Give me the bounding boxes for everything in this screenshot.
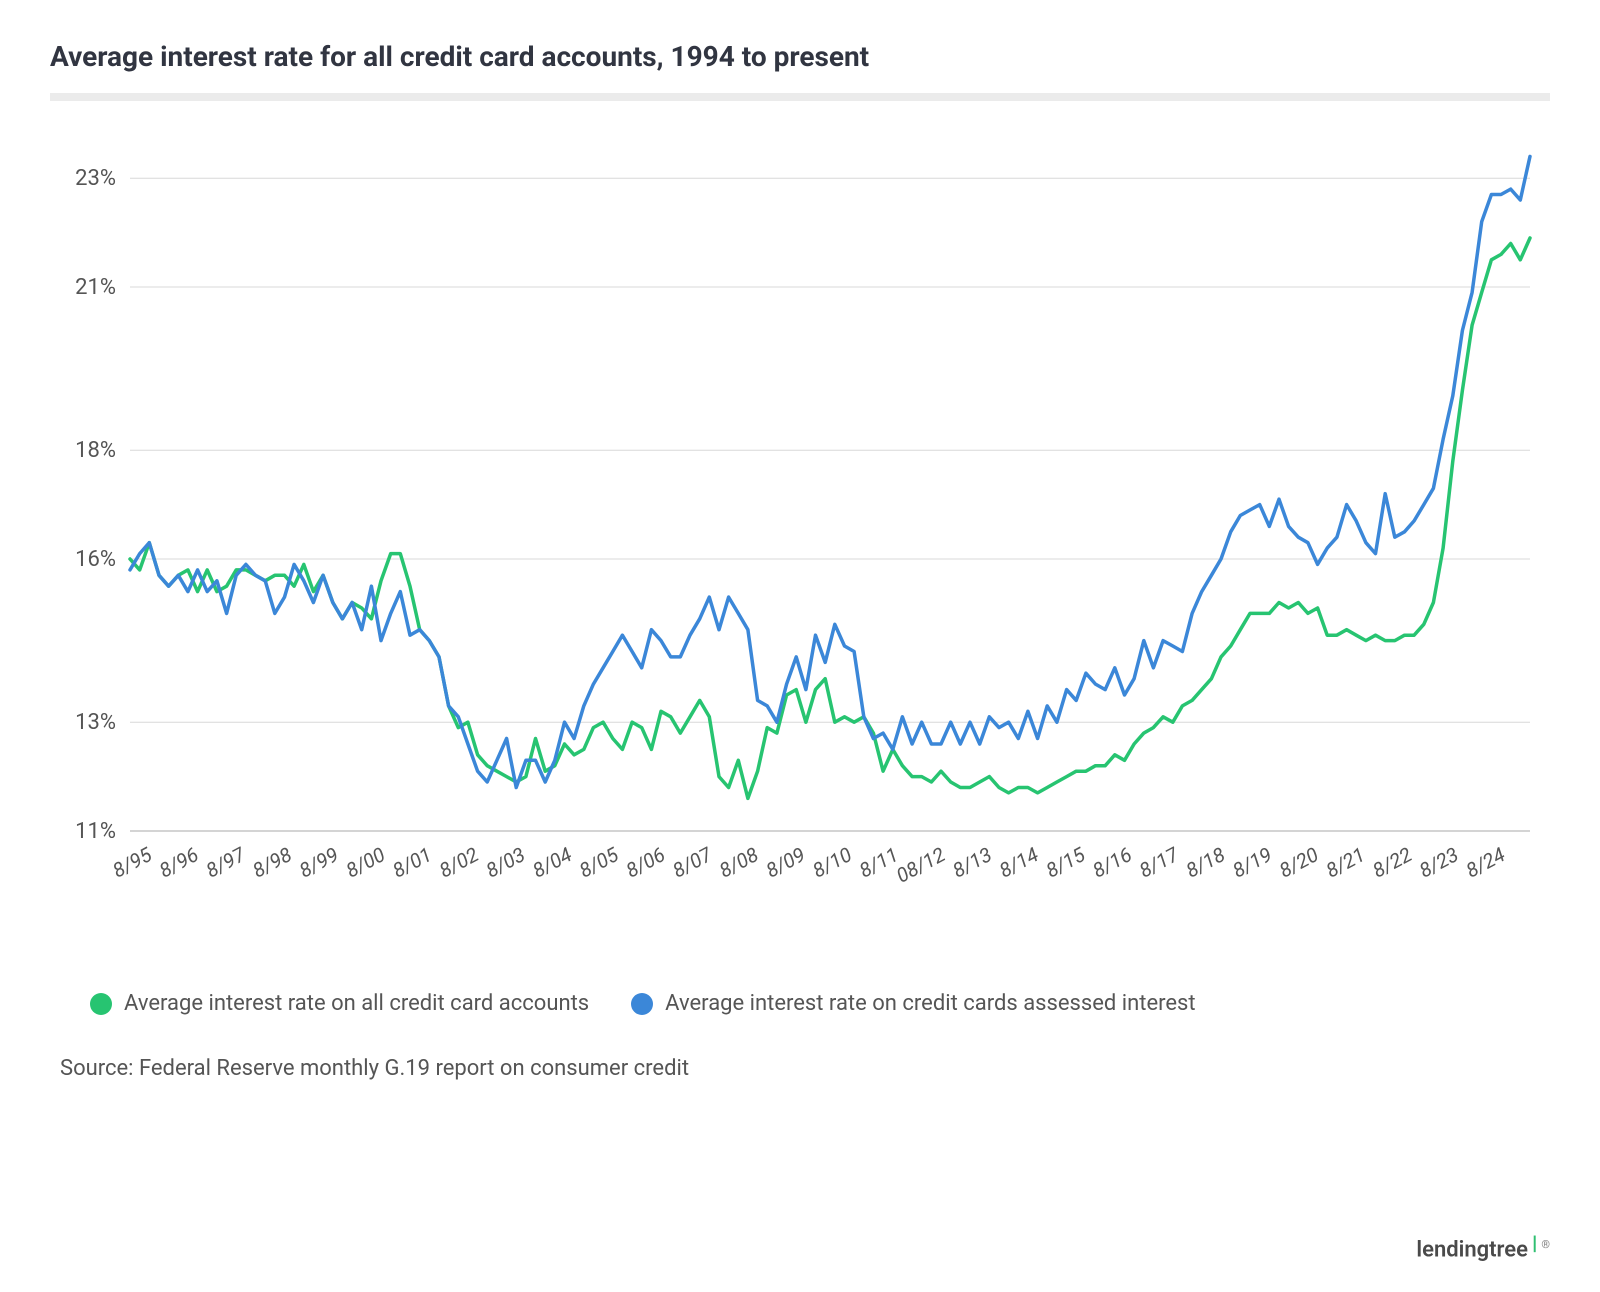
title-divider bbox=[50, 93, 1550, 101]
svg-text:8/05: 8/05 bbox=[575, 842, 623, 883]
legend-dot-icon bbox=[90, 993, 112, 1015]
svg-text:8/20: 8/20 bbox=[1275, 842, 1322, 882]
legend-label: Average interest rate on all credit card… bbox=[124, 991, 589, 1016]
svg-text:8/07: 8/07 bbox=[668, 842, 716, 883]
svg-text:13%: 13% bbox=[75, 710, 116, 735]
svg-text:08/12: 08/12 bbox=[892, 842, 949, 887]
svg-text:8/10: 8/10 bbox=[808, 842, 855, 882]
svg-text:16%: 16% bbox=[75, 547, 116, 572]
svg-text:21%: 21% bbox=[75, 275, 116, 300]
svg-text:8/99: 8/99 bbox=[295, 842, 342, 882]
svg-text:8/22: 8/22 bbox=[1368, 842, 1415, 882]
svg-text:8/21: 8/21 bbox=[1322, 842, 1369, 882]
svg-text:8/98: 8/98 bbox=[248, 842, 295, 882]
legend-label: Average interest rate on credit cards as… bbox=[665, 991, 1195, 1016]
svg-text:8/15: 8/15 bbox=[1042, 842, 1090, 883]
legend-dot-icon bbox=[631, 993, 653, 1015]
svg-text:8/04: 8/04 bbox=[528, 842, 575, 882]
svg-text:8/08: 8/08 bbox=[715, 842, 762, 882]
svg-text:8/06: 8/06 bbox=[622, 842, 669, 882]
svg-text:8/24: 8/24 bbox=[1462, 842, 1509, 882]
svg-text:8/95: 8/95 bbox=[108, 842, 156, 883]
svg-text:8/96: 8/96 bbox=[155, 842, 202, 882]
svg-text:8/03: 8/03 bbox=[482, 842, 529, 882]
legend-item: Average interest rate on credit cards as… bbox=[631, 991, 1195, 1016]
svg-text:8/97: 8/97 bbox=[202, 842, 250, 883]
svg-text:8/23: 8/23 bbox=[1415, 842, 1462, 882]
series-line bbox=[130, 238, 1530, 798]
svg-text:8/11: 8/11 bbox=[855, 842, 902, 882]
svg-text:8/16: 8/16 bbox=[1088, 842, 1135, 882]
svg-text:8/18: 8/18 bbox=[1182, 842, 1229, 882]
line-chart: 11%13%16%18%21%23%8/958/968/978/988/998/… bbox=[50, 141, 1550, 921]
chart-legend: Average interest rate on all credit card… bbox=[50, 991, 1550, 1016]
svg-text:8/02: 8/02 bbox=[435, 842, 482, 882]
svg-text:11%: 11% bbox=[75, 819, 116, 844]
chart-title: Average interest rate for all credit car… bbox=[50, 40, 1550, 73]
svg-text:18%: 18% bbox=[75, 438, 116, 463]
svg-text:8/13: 8/13 bbox=[948, 842, 995, 882]
svg-text:8/17: 8/17 bbox=[1135, 842, 1183, 883]
svg-text:8/19: 8/19 bbox=[1228, 842, 1275, 882]
source-text: Source: Federal Reserve monthly G.19 rep… bbox=[50, 1056, 1550, 1081]
svg-text:8/09: 8/09 bbox=[762, 842, 809, 882]
leaf-icon: ❘ bbox=[1528, 1233, 1541, 1252]
trademark-icon: ® bbox=[1541, 1238, 1550, 1251]
svg-text:23%: 23% bbox=[75, 166, 116, 191]
legend-item: Average interest rate on all credit card… bbox=[90, 991, 589, 1016]
svg-text:8/14: 8/14 bbox=[995, 842, 1042, 882]
logo-text: lendingtree bbox=[1416, 1237, 1528, 1262]
svg-text:8/00: 8/00 bbox=[342, 842, 389, 882]
svg-text:8/01: 8/01 bbox=[388, 842, 435, 882]
lendingtree-logo: lendingtree❘® bbox=[1416, 1233, 1550, 1262]
